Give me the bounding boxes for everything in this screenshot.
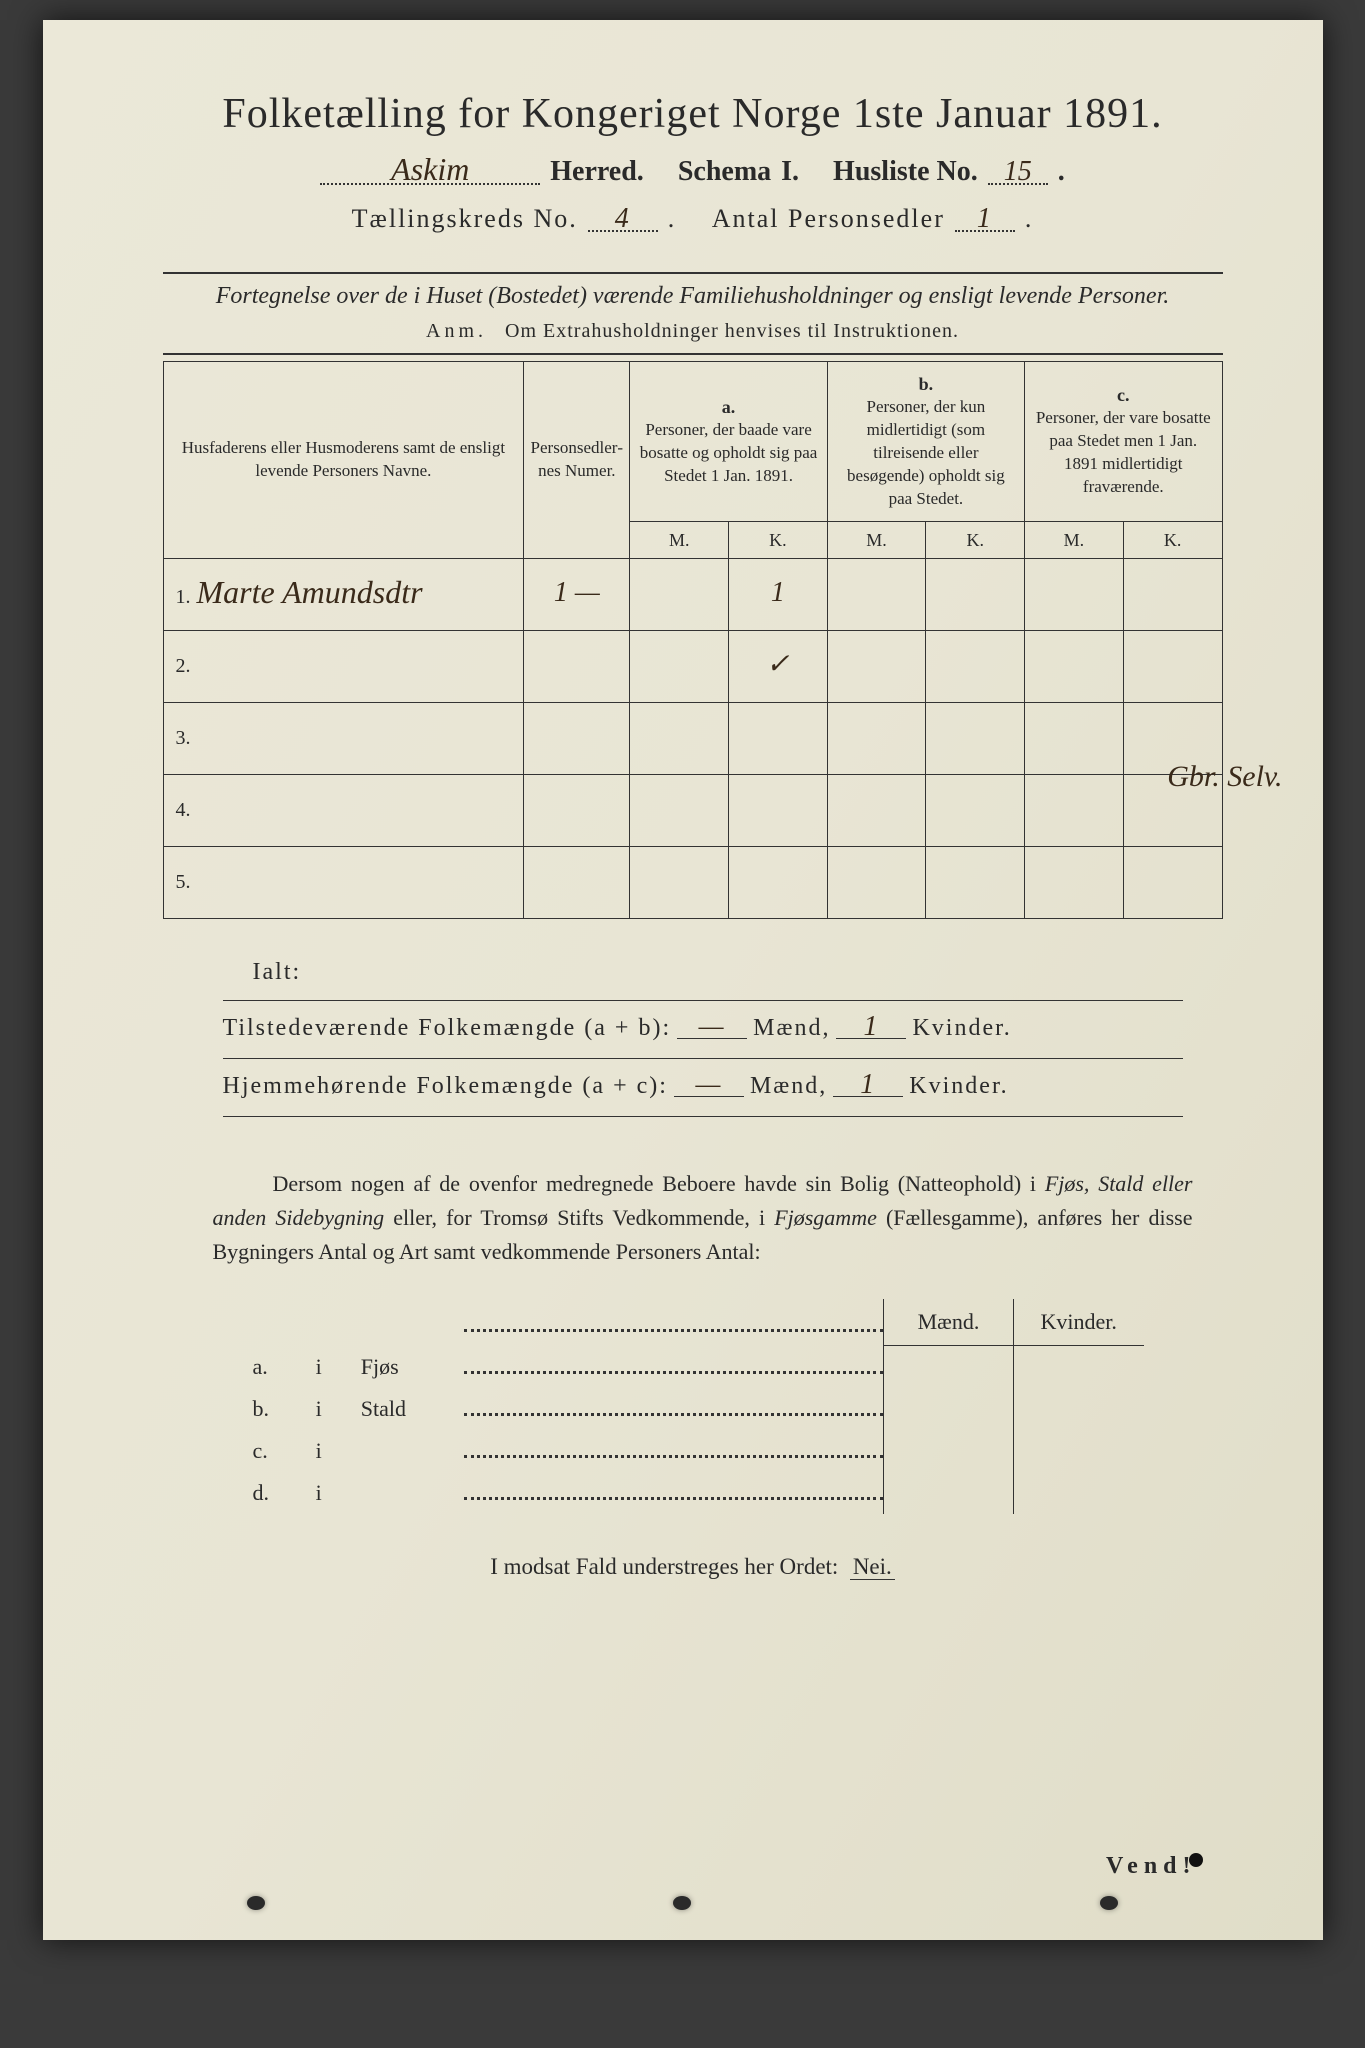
r2-k: 1 bbox=[833, 1074, 903, 1097]
kreds-label: Tællingskreds No. bbox=[352, 204, 578, 234]
herred-value: Askim bbox=[320, 157, 540, 185]
antal-label: Antal Personsedler bbox=[712, 204, 945, 234]
r1-k: 1 bbox=[836, 1016, 906, 1039]
th-num: Person­sedler­nes Numer. bbox=[524, 361, 630, 558]
nei-word: Nei. bbox=[850, 1554, 895, 1580]
anm-text: Om Extrahusholdninger henvises til Instr… bbox=[505, 320, 959, 342]
th-a: a. Personer, der baade vare bosatte og o… bbox=[630, 361, 827, 521]
table-row: 3. bbox=[163, 702, 1222, 774]
margin-note: Gbr. Selv. bbox=[1167, 760, 1282, 794]
th-a-k: K. bbox=[729, 521, 828, 558]
table-row: 1.Marte Amundsdtr1 —1 bbox=[163, 558, 1222, 630]
table-row: 2.✓ bbox=[163, 630, 1222, 702]
header-line-2: Tællingskreds No. 4 . Antal Personsedler… bbox=[163, 204, 1223, 234]
herred-label: Herred. bbox=[550, 156, 644, 188]
header-line-1: Askim Herred. Schema I. Husliste No. 15 … bbox=[163, 156, 1223, 188]
binding-holes bbox=[43, 1896, 1323, 1910]
th-c-m: M. bbox=[1025, 521, 1124, 558]
bldg-row: b.iStald bbox=[243, 1388, 1144, 1430]
census-form-page: Folketælling for Kongeriget Norge 1ste J… bbox=[43, 20, 1323, 1940]
totals-block: Ialt: Tilstedeværende Folkemængde (a + b… bbox=[223, 959, 1183, 1117]
building-paragraph: Dersom nogen af de ovenfor medregnede Be… bbox=[213, 1167, 1193, 1269]
th-b: b. Personer, der kun midlertidigt (som t… bbox=[827, 361, 1024, 521]
building-table: Mænd. Kvinder. a.iFjøsb.iStaldc.id.i bbox=[243, 1299, 1144, 1514]
anm-label: Anm. bbox=[426, 320, 487, 342]
schema-num: I. bbox=[781, 156, 799, 188]
schema-label: Schema bbox=[678, 156, 771, 188]
totals-row-resident: Hjemmehørende Folkemængde (a + c): — Mæn… bbox=[223, 1073, 1183, 1100]
page-title: Folketælling for Kongeriget Norge 1ste J… bbox=[163, 90, 1223, 138]
bldg-th-maend: Mænd. bbox=[884, 1299, 1014, 1346]
table-row: 5. bbox=[163, 846, 1222, 918]
vend-label: Vend! bbox=[1106, 1853, 1202, 1880]
nei-line: I modsat Fald understreges her Ordet: Ne… bbox=[163, 1554, 1223, 1580]
th-a-m: M. bbox=[630, 521, 729, 558]
antal-value: 1 bbox=[955, 208, 1015, 232]
th-name: Husfaderens eller Husmoderens samt de en… bbox=[163, 361, 524, 558]
table-row: 4. bbox=[163, 774, 1222, 846]
bldg-row: d.i bbox=[243, 1472, 1144, 1514]
th-b-k: K. bbox=[926, 521, 1025, 558]
bldg-row: c.i bbox=[243, 1430, 1144, 1472]
r1-m: — bbox=[677, 1016, 747, 1039]
th-c: c. Personer, der vare bosatte paa Stedet… bbox=[1025, 361, 1222, 521]
ialt-label: Ialt: bbox=[253, 959, 1183, 986]
bldg-row: a.iFjøs bbox=[243, 1346, 1144, 1388]
bldg-th-kvinder: Kvinder. bbox=[1014, 1299, 1144, 1346]
husliste-value: 15 bbox=[988, 161, 1048, 185]
th-c-k: K. bbox=[1123, 521, 1222, 558]
totals-row-present: Tilstedeværende Folkemængde (a + b): — M… bbox=[223, 1015, 1183, 1042]
husliste-label: Husliste No. bbox=[833, 156, 978, 188]
table-body: 1.Marte Amundsdtr1 —12.✓3.4.5. bbox=[163, 558, 1222, 918]
anm-line: Anm. Om Extrahusholdninger henvises til … bbox=[163, 320, 1223, 343]
kreds-value: 4 bbox=[588, 208, 658, 232]
household-table: Husfaderens eller Husmoderens samt de en… bbox=[163, 361, 1223, 919]
r2-m: — bbox=[674, 1074, 744, 1097]
th-b-m: M. bbox=[827, 521, 926, 558]
subtitle: Fortegnelse over de i Huset (Bostedet) v… bbox=[163, 280, 1223, 314]
